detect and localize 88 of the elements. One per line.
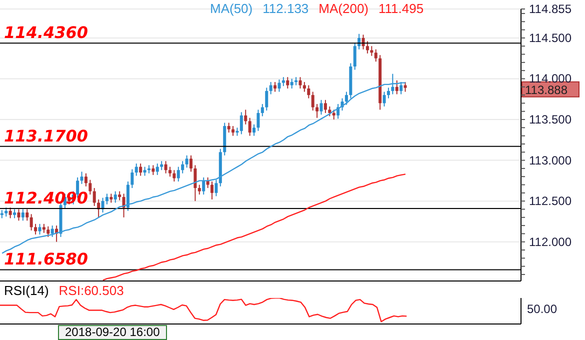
- candlestick: [269, 81, 272, 95]
- ref-line-label: 111.6580: [4, 250, 88, 269]
- annotation: 112.133: [262, 1, 309, 16]
- candlestick: [17, 208, 20, 222]
- candlestick: [232, 126, 235, 136]
- y-tick-label: 113.500: [529, 112, 572, 127]
- candlestick: [302, 81, 306, 92]
- candlestick: [202, 176, 206, 196]
- candlestick: [311, 91, 314, 112]
- candlestick: [332, 109, 336, 120]
- candlestick: [206, 176, 210, 189]
- y-tick-label: 113.000: [529, 153, 572, 168]
- candlestick: [366, 40, 369, 54]
- candlestick: [152, 164, 155, 176]
- candlestick: [210, 181, 214, 200]
- candlestick: [189, 154, 192, 172]
- text: 50.00: [527, 302, 558, 316]
- candlestick: [240, 112, 243, 135]
- annotation: RSI:60.503: [58, 283, 124, 298]
- candlestick: [248, 117, 252, 136]
- candlestick: [46, 226, 50, 238]
- candlestick: [172, 170, 176, 182]
- text: MA(200): [318, 1, 369, 16]
- candlestick: [130, 168, 134, 189]
- candlestick: [404, 81, 407, 92]
- candlestick: [344, 91, 348, 106]
- candlestick: [194, 164, 197, 202]
- candlestick: [168, 166, 172, 178]
- candlestick: [286, 76, 290, 90]
- candlestick: [298, 76, 302, 90]
- candlestick: [34, 223, 38, 236]
- candlestick: [400, 81, 403, 95]
- candlestick: [382, 91, 386, 107]
- candlestick: [185, 154, 188, 168]
- candlestick: [386, 87, 390, 99]
- candlestick: [50, 225, 54, 238]
- candlestick: [278, 79, 281, 92]
- candlestick: [92, 188, 96, 206]
- candlestick: [198, 184, 201, 196]
- candlestick: [214, 179, 218, 197]
- ref-line-label: 114.4360: [4, 23, 88, 42]
- candlestick: [260, 104, 264, 117]
- candlestick: [328, 106, 332, 117]
- candlestick: [105, 193, 108, 205]
- y-tick-label: 114.855: [529, 2, 572, 16]
- candlestick: [370, 46, 374, 56]
- candlestick: [256, 109, 260, 132]
- candlestick: [176, 166, 180, 182]
- text: MA(50): [210, 1, 253, 16]
- candlestick: [307, 84, 310, 99]
- candlestick: [126, 181, 130, 212]
- candlestick: [290, 78, 294, 90]
- candlestick: [391, 73, 394, 95]
- candlestick: [80, 171, 84, 184]
- candlestick: [181, 160, 184, 174]
- candlestick: [38, 223, 42, 236]
- candlestick: [353, 42, 356, 70]
- annotation: 111.495: [378, 1, 424, 16]
- text: 113.888: [525, 82, 568, 97]
- candlestick: [8, 207, 12, 219]
- candlestick: [21, 208, 24, 222]
- candlestick: [156, 163, 159, 176]
- text: 2018-09-20 16:00: [58, 325, 167, 340]
- candlestick: [244, 109, 248, 125]
- y-tick-label: 112.000: [529, 234, 572, 249]
- candlestick: [134, 163, 138, 176]
- candlestick: [164, 160, 168, 174]
- candlestick: [84, 172, 88, 187]
- candlestick: [227, 122, 230, 134]
- candlestick: [139, 163, 142, 176]
- line-series: [102, 174, 406, 281]
- candlestick: [395, 80, 398, 95]
- candlestick: [30, 214, 33, 231]
- y-tick-label: 114.500: [529, 30, 572, 45]
- candlestick: [252, 124, 256, 136]
- candlestick: [26, 208, 29, 222]
- candlestick: [374, 48, 378, 62]
- candlestick: [114, 190, 117, 204]
- candlestick: [316, 104, 319, 118]
- line-series: [2, 82, 406, 254]
- candlestick: [265, 87, 268, 112]
- y-tick-label: 112.500: [529, 194, 572, 208]
- candlestick: [324, 99, 327, 114]
- candlestick: [88, 179, 92, 196]
- candlestick: [320, 99, 323, 116]
- candlestick: [274, 81, 277, 92]
- chart-title: RSI(14): [4, 283, 49, 298]
- ref-line-label: 113.1700: [4, 126, 88, 146]
